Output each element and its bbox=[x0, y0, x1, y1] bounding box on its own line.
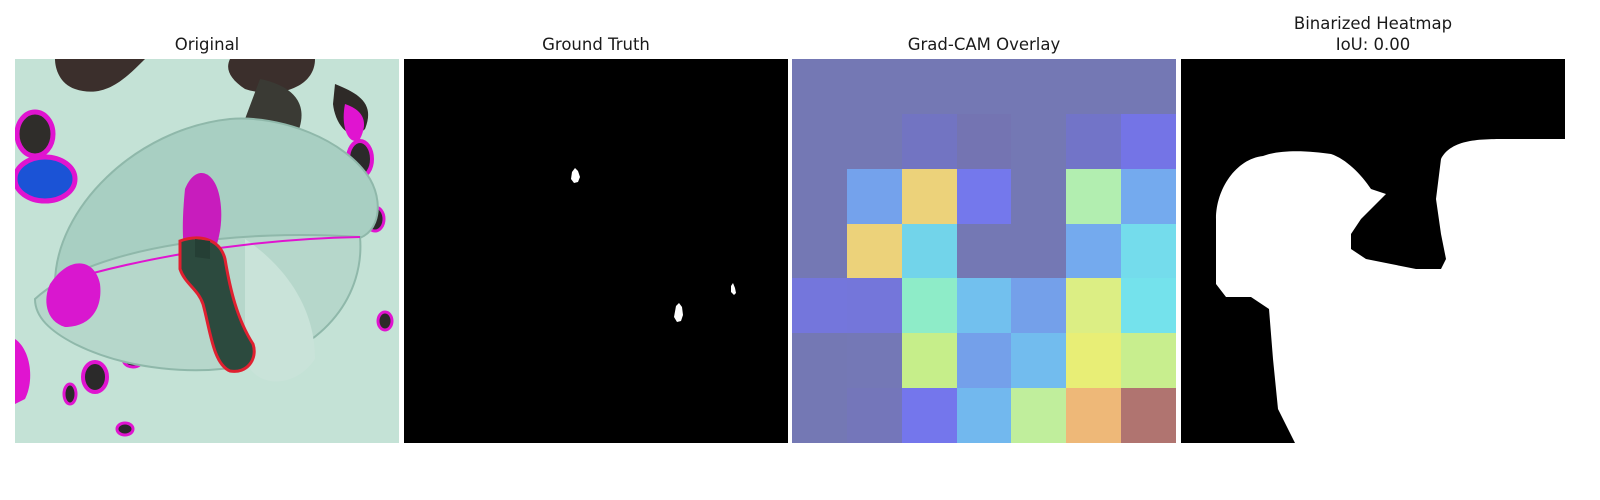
heatmap-cell bbox=[901, 223, 957, 279]
heatmap-cell bbox=[901, 278, 957, 334]
original-image bbox=[15, 59, 399, 443]
heatmap-cell bbox=[792, 168, 847, 224]
heatmap-cell bbox=[1066, 168, 1122, 224]
heatmap-cell bbox=[956, 388, 1012, 443]
panel-ground-truth: Ground Truth bbox=[404, 0, 788, 500]
heatmap-cell bbox=[1066, 223, 1122, 279]
heatmap-cell bbox=[1121, 333, 1176, 389]
heatmap-cell bbox=[1066, 388, 1122, 443]
heatmap-cell bbox=[1121, 388, 1176, 443]
heatmap-cell bbox=[1121, 113, 1176, 169]
iou-label: IoU: 0.00 bbox=[1335, 35, 1411, 54]
heatmap-cell bbox=[846, 223, 902, 279]
heatmap-cell bbox=[792, 333, 847, 389]
heatmap-cell bbox=[901, 59, 957, 114]
heatmap-cell bbox=[901, 168, 957, 224]
heatmap-cell bbox=[901, 333, 957, 389]
panel-title: Original bbox=[174, 35, 240, 54]
heatmap-cell bbox=[1011, 278, 1067, 334]
heatmap-cell bbox=[1011, 168, 1067, 224]
ground-truth-mask bbox=[404, 59, 788, 443]
heatmap-cell bbox=[1011, 388, 1067, 443]
panel-binarized-heatmap: Binarized Heatmap IoU: 0.00 bbox=[1181, 0, 1565, 500]
heatmap-cell bbox=[846, 59, 902, 114]
heatmap-cell bbox=[1066, 113, 1122, 169]
panel-gradcam-overlay: Grad-CAM Overlay bbox=[792, 0, 1176, 500]
heatmap-cell bbox=[1121, 223, 1176, 279]
heatmap-cell bbox=[901, 388, 957, 443]
panel-title: Binarized Heatmap bbox=[1293, 14, 1453, 33]
heatmap-cell bbox=[956, 113, 1012, 169]
heatmap-cell bbox=[1121, 278, 1176, 334]
heatmap-cell bbox=[1121, 59, 1176, 114]
heatmap-cell bbox=[956, 223, 1012, 279]
heatmap-grid bbox=[792, 59, 1176, 443]
heatmap-cell bbox=[846, 113, 902, 169]
heatmap-cell bbox=[792, 113, 847, 169]
heatmap-cell bbox=[1121, 168, 1176, 224]
heatmap-cell bbox=[1011, 333, 1067, 389]
gradcam-heatmap bbox=[792, 59, 1176, 443]
heatmap-cell bbox=[792, 388, 847, 443]
heatmap-cell bbox=[792, 278, 847, 334]
heatmap-cell bbox=[846, 333, 902, 389]
binarized-mask bbox=[1181, 59, 1565, 443]
panel-title: Grad-CAM Overlay bbox=[907, 35, 1061, 54]
heatmap-cell bbox=[1011, 113, 1067, 169]
heatmap-cell bbox=[1066, 59, 1122, 114]
panel-original: Original bbox=[15, 0, 399, 500]
heatmap-cell bbox=[956, 168, 1012, 224]
heatmap-cell bbox=[956, 333, 1012, 389]
heatmap-cell bbox=[846, 388, 902, 443]
heatmap-cell bbox=[956, 278, 1012, 334]
panel-title: Ground Truth bbox=[542, 35, 650, 54]
heatmap-cell bbox=[792, 59, 847, 114]
heatmap-cell bbox=[1011, 223, 1067, 279]
heatmap-cell bbox=[846, 278, 902, 334]
heatmap-cell bbox=[792, 223, 847, 279]
heatmap-cell bbox=[846, 168, 902, 224]
heatmap-cell bbox=[901, 113, 957, 169]
heatmap-cell bbox=[1066, 333, 1122, 389]
heatmap-cell bbox=[956, 59, 1012, 114]
heatmap-cell bbox=[1011, 59, 1067, 114]
heatmap-cell bbox=[1066, 278, 1122, 334]
